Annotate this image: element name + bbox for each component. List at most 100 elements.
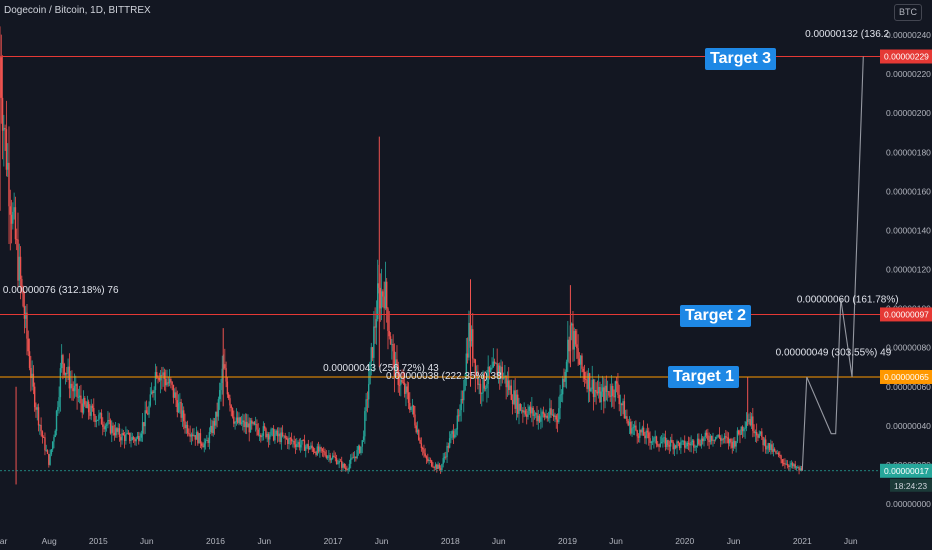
candle-body: [80, 395, 82, 404]
candle-body: [411, 405, 414, 407]
candle-body: [681, 440, 683, 442]
candle-body: [659, 443, 662, 447]
candle-body: [635, 425, 637, 431]
candle-body: [226, 381, 229, 395]
candle-body: [513, 390, 515, 405]
candle-body: [73, 385, 76, 392]
candle-body: [775, 450, 777, 454]
candle-body: [307, 444, 310, 450]
candle-body: [171, 381, 173, 385]
candle-body: [423, 449, 425, 454]
candle-body: [53, 437, 55, 442]
candle-body: [24, 312, 27, 319]
target-3-label: Target 3: [705, 48, 777, 70]
candle-body: [379, 287, 381, 309]
candle-body: [654, 436, 656, 438]
candle-body: [614, 381, 617, 398]
candle-body: [482, 372, 484, 394]
candle-body: [788, 465, 790, 467]
candle-body: [492, 361, 495, 368]
candle-body: [487, 366, 489, 385]
candle-body: [641, 427, 644, 433]
candle-body: [677, 441, 680, 443]
candle-body: [599, 387, 601, 403]
candle-body: [636, 430, 638, 437]
candle-body: [425, 456, 428, 459]
candle-body: [217, 399, 220, 417]
candle-body: [301, 440, 303, 445]
candle-body: [768, 443, 771, 451]
candle-body: [225, 368, 227, 382]
candle-body: [54, 430, 56, 438]
candle-body: [280, 432, 283, 443]
candle-body: [76, 384, 78, 398]
candle-body: [596, 391, 599, 394]
projection-path: [801, 56, 864, 471]
candle-body: [510, 385, 512, 400]
candle-body: [541, 411, 543, 418]
candle-body: [755, 431, 758, 436]
candle-body: [545, 415, 547, 418]
candle-body: [39, 425, 41, 426]
candle-body: [134, 439, 136, 442]
candle-body: [797, 467, 799, 468]
candle-body: [563, 378, 565, 382]
candle-body: [648, 432, 650, 439]
candle-body: [185, 424, 187, 429]
candle-body: [380, 291, 383, 309]
candle-body: [270, 429, 272, 436]
candle-body: [130, 439, 132, 441]
candle-body: [335, 458, 338, 465]
candle-body: [321, 448, 324, 452]
x-tick-label: 2016: [206, 536, 225, 546]
candle-body: [139, 437, 141, 441]
candle-body: [420, 443, 423, 449]
candle-body: [680, 441, 682, 449]
candle-body: [631, 428, 633, 434]
candle-body: [398, 384, 401, 386]
candle-body: [374, 326, 376, 328]
candle-body: [454, 434, 456, 438]
candle-body: [161, 374, 163, 376]
candle-body: [344, 467, 347, 470]
candle-body: [375, 319, 378, 328]
candle-body: [691, 440, 694, 443]
candle-body: [147, 413, 149, 415]
candle-body: [267, 434, 270, 440]
candle-body: [781, 459, 784, 464]
candle-body: [465, 353, 468, 379]
target-1-label: Target 1: [668, 366, 740, 388]
currency-badge[interactable]: BTC: [894, 4, 922, 21]
candle-body: [306, 444, 308, 447]
measure-label: 0.00000038 (222.35%) 38: [386, 371, 502, 382]
candle-body: [144, 410, 146, 427]
candle-body: [122, 433, 125, 436]
candle-body: [351, 457, 353, 459]
candle-body: [456, 415, 459, 430]
candle-body: [189, 434, 191, 437]
candle-body: [192, 434, 194, 436]
countdown-tag: [890, 478, 932, 492]
candle-body: [276, 430, 279, 437]
candle-body: [94, 415, 96, 422]
candle-body: [213, 421, 216, 426]
candle-body: [689, 444, 691, 446]
candle-body: [93, 407, 95, 416]
candle-body: [316, 446, 319, 455]
candle-body: [558, 408, 560, 423]
candle-body: [281, 432, 284, 436]
candle-body: [533, 414, 536, 416]
candle-body: [667, 440, 669, 446]
candle-body: [524, 410, 527, 415]
candle-body: [613, 395, 615, 398]
candle-body: [443, 456, 446, 459]
candle-body: [707, 435, 709, 441]
candle-body: [744, 427, 746, 429]
candle-body: [203, 443, 205, 448]
candle-body: [518, 403, 520, 414]
candle-body: [370, 347, 372, 363]
candle-body: [552, 414, 555, 418]
candle-body: [493, 361, 496, 364]
candle-body: [666, 440, 668, 447]
